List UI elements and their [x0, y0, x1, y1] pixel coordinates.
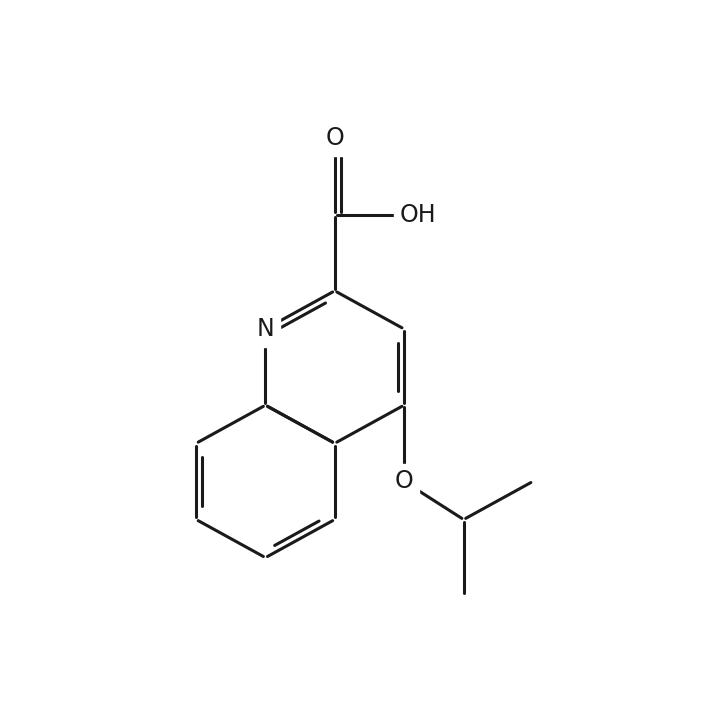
Text: O: O: [395, 469, 413, 493]
Text: OH: OH: [400, 202, 436, 227]
Text: N: N: [256, 317, 274, 341]
Text: O: O: [326, 127, 344, 150]
